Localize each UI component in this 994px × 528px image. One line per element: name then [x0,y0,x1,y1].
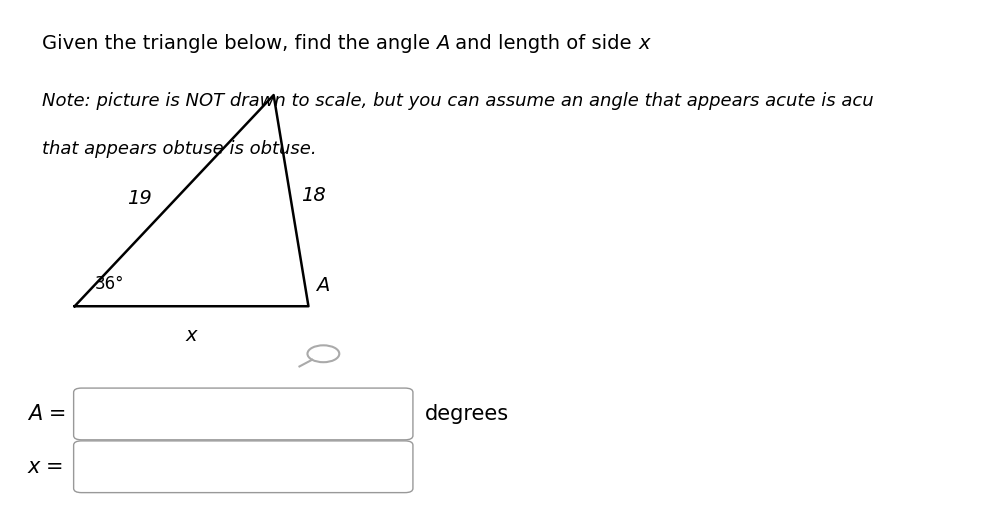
Text: that appears obtuse is obtuse.: that appears obtuse is obtuse. [42,140,316,158]
Text: A =: A = [28,404,67,424]
Text: Note: picture is NOT drawn to scale, but you can assume an angle that appears ac: Note: picture is NOT drawn to scale, but… [42,92,873,110]
Text: Given the triangle below, find the angle: Given the triangle below, find the angle [42,34,435,53]
Text: x: x [186,326,197,345]
Text: x =: x = [28,457,65,477]
FancyBboxPatch shape [74,388,413,440]
FancyBboxPatch shape [74,441,413,493]
Text: 19: 19 [127,188,152,208]
Text: and length of side: and length of side [449,34,637,53]
Text: A: A [316,276,329,295]
Text: 36°: 36° [94,275,124,293]
Text: degrees: degrees [424,404,509,424]
Text: x: x [637,34,649,53]
Text: 18: 18 [300,186,325,205]
Text: A: A [435,34,449,53]
